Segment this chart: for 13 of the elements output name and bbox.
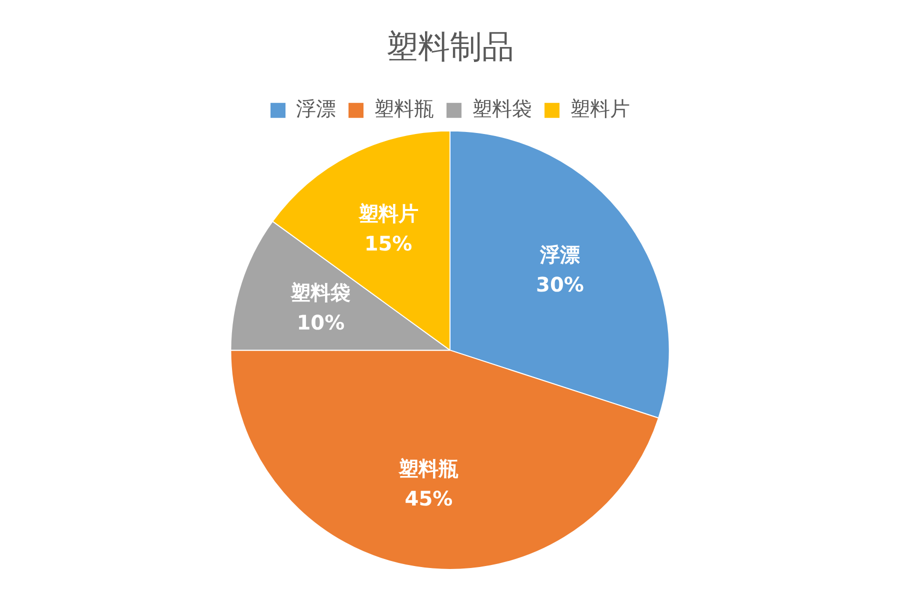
data-label: 45% [404, 486, 453, 511]
chart-title: 塑料制品 [386, 28, 514, 66]
slice-label: 塑料袋 [290, 280, 351, 304]
data-label: 15% [364, 231, 412, 256]
data-label: 30% [536, 272, 584, 296]
slice-label: 塑料片 [357, 201, 418, 226]
legend-label: 浮漂 [296, 96, 336, 121]
slice-label: 浮漂 [539, 242, 580, 266]
legend-label: 塑料片 [570, 96, 630, 121]
data-label: 10% [296, 310, 345, 334]
legend-label: 塑料袋 [472, 96, 532, 121]
legend-label: 塑料瓶 [374, 96, 434, 121]
slice-label: 塑料瓶 [398, 456, 459, 481]
